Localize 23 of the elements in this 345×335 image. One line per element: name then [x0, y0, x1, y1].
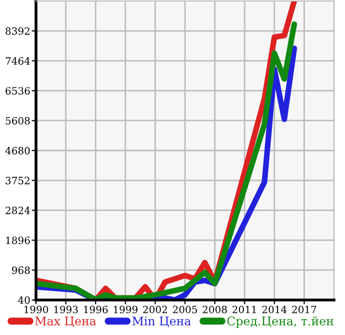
y-tick-label: 40: [18, 296, 30, 304]
x-tick-label: 2011: [232, 306, 256, 314]
y-tick-label: 1896: [6, 236, 30, 244]
legend-label: Сред.Цена, т.йен: [227, 316, 334, 328]
y-tick-label: 2824: [6, 206, 30, 214]
x-tick-label: 1996: [84, 306, 108, 314]
x-tick-label: 2008: [202, 306, 227, 314]
x-tick-label: 2014: [262, 306, 287, 314]
x-tick-label: 1990: [24, 306, 48, 314]
legend-label: Min Цена: [132, 316, 191, 328]
x-tick-label: 1993: [54, 306, 78, 314]
y-tick-label: 6536: [6, 87, 30, 95]
y-tick-label: 7464: [6, 57, 30, 65]
y-tick-label: 5608: [6, 116, 30, 125]
x-tick-label: 2002: [143, 306, 167, 314]
y-tick-label: 968: [12, 266, 30, 274]
x-tick-label: 1999: [114, 306, 138, 314]
x-tick-label: 2005: [172, 306, 197, 314]
y-tick-label: 8392: [6, 27, 30, 35]
y-tick-label: 3752: [6, 176, 30, 184]
legend-label: Max Цена: [35, 316, 96, 328]
y-tick-label: 4680: [5, 146, 30, 154]
x-tick-label: 2017: [292, 306, 316, 314]
